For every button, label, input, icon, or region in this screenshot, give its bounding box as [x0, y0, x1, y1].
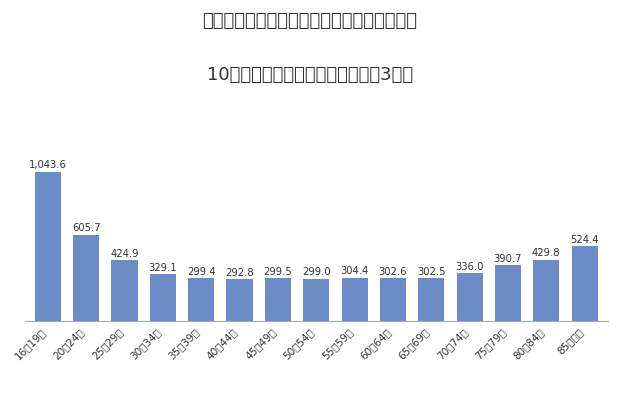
Bar [35, 172, 61, 321]
Text: 429.8: 429.8 [532, 248, 560, 258]
Bar [342, 278, 368, 321]
Text: 299.5: 299.5 [264, 267, 292, 277]
Bar [303, 279, 329, 321]
Text: 10万人当たり交通事故件数（令和3年）: 10万人当たり交通事故件数（令和3年） [207, 66, 413, 84]
Bar [150, 274, 176, 321]
Bar [533, 260, 559, 321]
Text: 1,043.6: 1,043.6 [29, 160, 67, 171]
Bar [265, 279, 291, 321]
Text: 原付以上運転者（第１当事者）の免許保有者: 原付以上運転者（第１当事者）の免許保有者 [203, 12, 417, 30]
Text: 524.4: 524.4 [570, 235, 599, 245]
Text: 329.1: 329.1 [149, 263, 177, 273]
Text: 390.7: 390.7 [494, 254, 522, 264]
Text: 299.0: 299.0 [302, 267, 330, 277]
Text: 302.5: 302.5 [417, 267, 446, 276]
Bar [112, 260, 138, 321]
Text: 304.4: 304.4 [340, 266, 369, 276]
Text: 336.0: 336.0 [455, 262, 484, 272]
Bar [495, 265, 521, 321]
Bar [418, 278, 445, 321]
Text: 605.7: 605.7 [72, 223, 100, 233]
Bar [456, 273, 482, 321]
Text: 299.4: 299.4 [187, 267, 216, 277]
Bar [73, 234, 99, 321]
Bar [572, 246, 598, 321]
Text: 292.8: 292.8 [225, 268, 254, 278]
Bar [226, 279, 252, 321]
Bar [380, 278, 406, 321]
Text: 424.9: 424.9 [110, 249, 139, 259]
Bar [188, 279, 215, 321]
Text: 302.6: 302.6 [379, 267, 407, 276]
